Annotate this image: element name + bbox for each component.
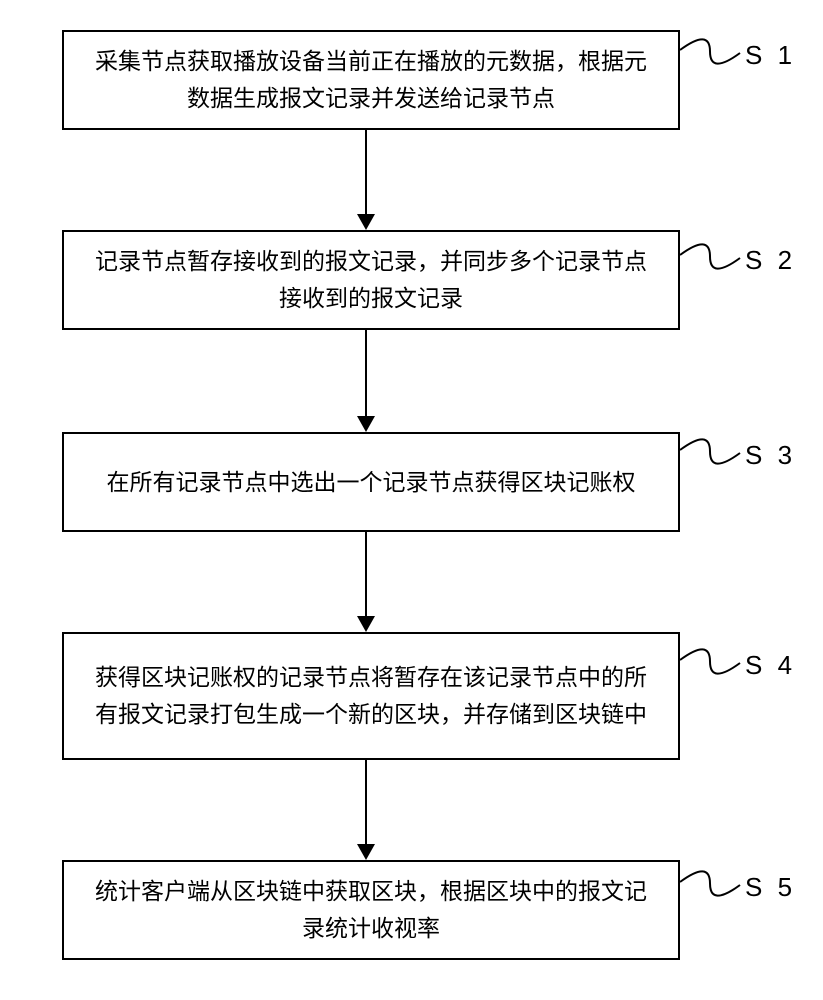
arrow-s3-s4 bbox=[365, 532, 367, 630]
connector-s3 bbox=[675, 420, 745, 483]
arrow-s2-s3 bbox=[365, 330, 367, 430]
step-box-s2: 记录节点暂存接收到的报文记录，并同步多个记录节点接收到的报文记录 bbox=[62, 230, 680, 330]
connector-s5 bbox=[675, 852, 745, 915]
step-text: 采集节点获取播放设备当前正在播放的元数据，根据元数据生成报文记录并发送给记录节点 bbox=[84, 43, 658, 117]
flowchart-container: 采集节点获取播放设备当前正在播放的元数据，根据元数据生成报文记录并发送给记录节点… bbox=[0, 0, 823, 1000]
step-label-s3: S 3 bbox=[745, 440, 796, 471]
connector-s2 bbox=[675, 225, 745, 288]
step-label-s2: S 2 bbox=[745, 245, 796, 276]
arrow-s1-s2 bbox=[365, 130, 367, 228]
step-text: 在所有记录节点中选出一个记录节点获得区块记账权 bbox=[107, 464, 636, 501]
step-text: 记录节点暂存接收到的报文记录，并同步多个记录节点接收到的报文记录 bbox=[84, 243, 658, 317]
arrow-s4-s5 bbox=[365, 760, 367, 858]
step-label-s1: S 1 bbox=[745, 40, 796, 71]
connector-s1 bbox=[675, 20, 745, 83]
step-box-s5: 统计客户端从区块链中获取区块，根据区块中的报文记录统计收视率 bbox=[62, 860, 680, 960]
step-text: 获得区块记账权的记录节点将暂存在该记录节点中的所有报文记录打包生成一个新的区块，… bbox=[84, 659, 658, 733]
connector-s4 bbox=[675, 630, 745, 693]
step-box-s3: 在所有记录节点中选出一个记录节点获得区块记账权 bbox=[62, 432, 680, 532]
step-box-s4: 获得区块记账权的记录节点将暂存在该记录节点中的所有报文记录打包生成一个新的区块，… bbox=[62, 632, 680, 760]
step-label-s5: S 5 bbox=[745, 872, 796, 903]
step-text: 统计客户端从区块链中获取区块，根据区块中的报文记录统计收视率 bbox=[84, 873, 658, 947]
step-label-s4: S 4 bbox=[745, 650, 796, 681]
step-box-s1: 采集节点获取播放设备当前正在播放的元数据，根据元数据生成报文记录并发送给记录节点 bbox=[62, 30, 680, 130]
